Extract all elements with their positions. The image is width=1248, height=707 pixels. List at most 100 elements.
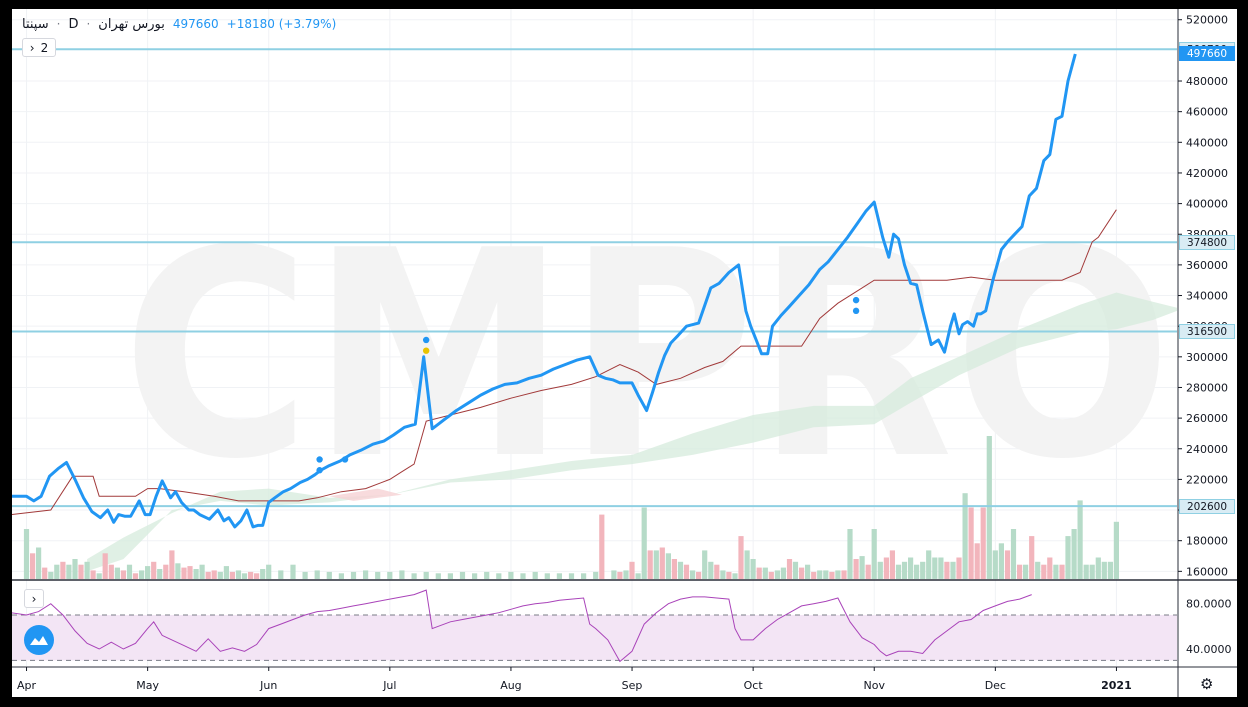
volume-bar [932,557,938,579]
volume-bar [484,571,490,580]
volume-bar [986,436,992,579]
volume-bar [568,573,575,579]
volume-bar [114,567,120,579]
volume-bar [60,561,66,579]
price-axis-label: 220000 [1186,473,1228,486]
volume-bar [992,550,998,579]
volume-bar [338,573,344,579]
rsi-line [12,589,1032,663]
volume-bar [726,571,732,580]
volume-bar [641,507,647,579]
volume-bar [90,570,96,579]
volume-bar [1010,529,1017,579]
volume-bar [980,507,986,579]
price-axis-label: 460000 [1186,106,1228,119]
volume-bar [532,571,538,580]
volume-bar [653,550,659,579]
volume-bar [23,529,30,579]
volume-bar [1029,536,1035,579]
volume-bar [593,571,599,580]
volume-bar [1047,557,1053,579]
volume-bar [859,556,865,579]
volume-bar [387,571,393,580]
cloud-logo-icon[interactable] [24,625,54,655]
volume-bar [229,571,235,580]
volume-bar [720,570,726,579]
volume-bar [459,571,466,580]
volume-bar [30,553,36,579]
price-axis-label: 180000 [1186,535,1228,548]
volume-bar [48,571,54,580]
volume-bar [659,547,665,579]
volume-bar [895,564,902,579]
volume-bar [520,573,526,579]
price-axis-label: 440000 [1186,136,1228,149]
indicator-count: 2 [40,40,49,55]
volume-bar [871,529,877,579]
volume-bar [920,561,926,579]
price-axis-label: 300000 [1186,351,1228,364]
volume-bar [1077,500,1083,580]
chart-svg[interactable]: CMPRO16000018000020000022000024000026000… [12,9,1237,697]
volume-bar [774,570,780,579]
last-price-tag: 497660 [1179,46,1235,62]
volume-bar [157,569,163,579]
volume-bar [811,571,817,580]
volume-bar [611,570,617,579]
chart-frame: CMPRO16000018000020000022000024000026000… [12,9,1237,697]
last-price: 497660 [172,17,219,31]
rsi-pane-expand-button[interactable]: › [24,589,44,608]
volume-bar [799,567,805,579]
volume-bar [617,571,623,580]
volume-bar [260,569,266,579]
volume-bar [84,561,90,579]
volume-bar [187,566,193,579]
volume-bar [363,570,369,579]
time-axis-label: Oct [744,679,764,692]
volume-bar [423,571,429,580]
volume-bar [241,573,248,579]
gear-icon[interactable]: ⚙ [1200,675,1214,693]
volume-bar [677,561,684,579]
separator-dot: · [56,17,61,31]
volume-bar [1059,564,1065,579]
volume-bar [496,573,502,579]
volume-bar [36,547,42,579]
volume-bar [1107,561,1113,579]
volume-bar [42,567,48,579]
volume-bar [950,561,956,579]
volume-bar [139,570,145,579]
volume-bar [54,564,60,579]
signal-dot [852,307,860,315]
volume-bar [792,561,799,579]
time-axis-label: Sep [622,679,643,692]
volume-bar [126,564,133,579]
signal-dot [852,296,860,304]
volume-bar [326,571,332,580]
volume-bar [1065,536,1071,579]
volume-bar [968,507,974,579]
volume-bar [1071,529,1077,579]
volume-bar [1017,564,1023,579]
volume-bar [102,553,108,579]
volume-bar [962,493,968,579]
indicators-collapse-button[interactable]: › 2 [22,38,56,57]
volume-bar [750,559,756,579]
volume-bar [853,559,859,579]
volume-bar [1095,557,1101,579]
volume-bar [108,564,114,579]
symbol-name[interactable]: سپنتا [22,16,49,32]
volume-bar [1083,564,1089,579]
volume-bar [762,567,768,579]
volume-bar [823,570,829,579]
volume-bar [375,571,381,580]
price-axis-label: 340000 [1186,290,1228,303]
price-axis-label: 280000 [1186,381,1228,394]
interval-label[interactable]: D [68,16,79,32]
ichimoku-cloud-bearish [329,488,402,501]
volume-bar [254,573,260,579]
volume-bar [829,571,835,580]
volume-bar [78,564,84,579]
kijun-line [12,209,1117,515]
volume-bar [266,564,272,579]
